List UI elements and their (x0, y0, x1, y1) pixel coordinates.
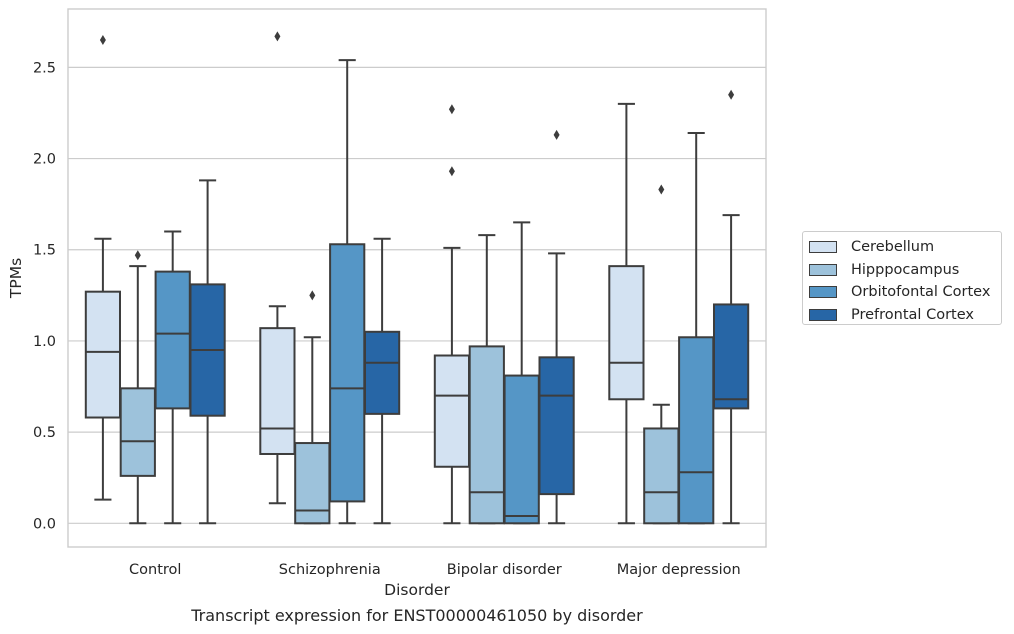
x-tick-label: Control (129, 562, 181, 578)
box-1-3 (433, 104, 471, 525)
y-axis-label: TPMs (7, 258, 25, 299)
outlier-point (274, 31, 281, 42)
legend-item-cerebellum: Cerebellum (809, 236, 1001, 259)
outlier-point (134, 250, 141, 261)
box-iqr (154, 270, 191, 410)
box-3-2 (329, 59, 366, 525)
box-4-2 (363, 237, 401, 525)
legend-item-hippocampus: Hipppocampus (809, 259, 1001, 282)
chart-title: Transcript expression for ENST0000046105… (191, 606, 643, 625)
legend-swatch-orbitofrontal-cortex (809, 286, 837, 299)
legend-swatch-prefrontal-cortex (809, 309, 837, 322)
outlier-point (448, 166, 455, 177)
chart-legend: Cerebellum Hipppocampus Orbitofontal Cor… (802, 231, 1002, 325)
y-tick-label: 2.0 (33, 152, 56, 168)
y-tick-label: 2.5 (33, 60, 56, 76)
outlier-point (99, 35, 106, 46)
y-tick-label: 0.0 (33, 516, 56, 532)
box-2-1 (119, 250, 156, 525)
box-iqr (329, 243, 366, 503)
outlier-point (728, 89, 735, 100)
plot-area-frame (67, 8, 767, 548)
box-iqr (608, 265, 645, 401)
x-tick-label: Schizophrenia (279, 562, 381, 578)
box-3-4 (678, 132, 715, 525)
legend-label-prefrontal-cortex: Prefrontal Cortex (851, 307, 974, 324)
box-iqr (678, 336, 715, 525)
x-axis-label: Disorder (384, 581, 450, 599)
box-4-3 (538, 129, 575, 525)
outlier-point (309, 290, 316, 301)
box-iqr (363, 330, 401, 415)
box-4-4 (712, 89, 750, 525)
box-iqr (468, 345, 505, 525)
box-3-1 (154, 230, 191, 525)
box-iqr (538, 356, 575, 496)
box-1-1 (84, 35, 122, 501)
y-tick-label: 0.5 (33, 425, 56, 441)
y-axis-ticks: 0.0 0.5 1.0 1.5 2.0 2.5 (33, 60, 56, 532)
legend-label-cerebellum: Cerebellum (851, 239, 935, 256)
box-iqr (119, 387, 156, 477)
box-2-4 (643, 184, 680, 525)
x-tick-label: Major depression (617, 562, 741, 578)
box-iqr (503, 374, 540, 525)
outlier-point (448, 104, 455, 115)
boxes (84, 31, 750, 525)
box-2-3 (468, 234, 505, 525)
box-3-3 (503, 221, 540, 525)
box-iqr (643, 427, 680, 525)
outlier-point (553, 129, 560, 140)
box-1-4 (608, 102, 645, 525)
box-iqr (712, 303, 750, 410)
box-2-2 (294, 290, 331, 525)
legend-item-prefrontal-cortex: Prefrontal Cortex (809, 304, 1001, 327)
legend-label-hippocampus: Hipppocampus (851, 261, 960, 278)
x-tick-label: Bipolar disorder (447, 562, 562, 578)
box-iqr (259, 327, 296, 455)
y-tick-label: 1.0 (33, 334, 56, 350)
box-iqr (84, 290, 122, 419)
box-iqr (433, 354, 471, 468)
legend-swatch-hippocampus (809, 263, 837, 276)
legend-swatch-cerebellum (809, 241, 837, 254)
box-4-1 (189, 179, 226, 525)
x-axis-ticks: Control Schizophrenia Bipolar disorder Majo… (129, 562, 741, 578)
outlier-point (658, 184, 665, 195)
y-tick-label: 1.5 (33, 243, 56, 259)
legend-label-orbitofrontal-cortex: Orbitofontal Cortex (851, 284, 991, 301)
box-1-2 (259, 31, 296, 505)
legend-item-orbitofrontal-cortex: Orbitofontal Cortex (809, 281, 1001, 304)
